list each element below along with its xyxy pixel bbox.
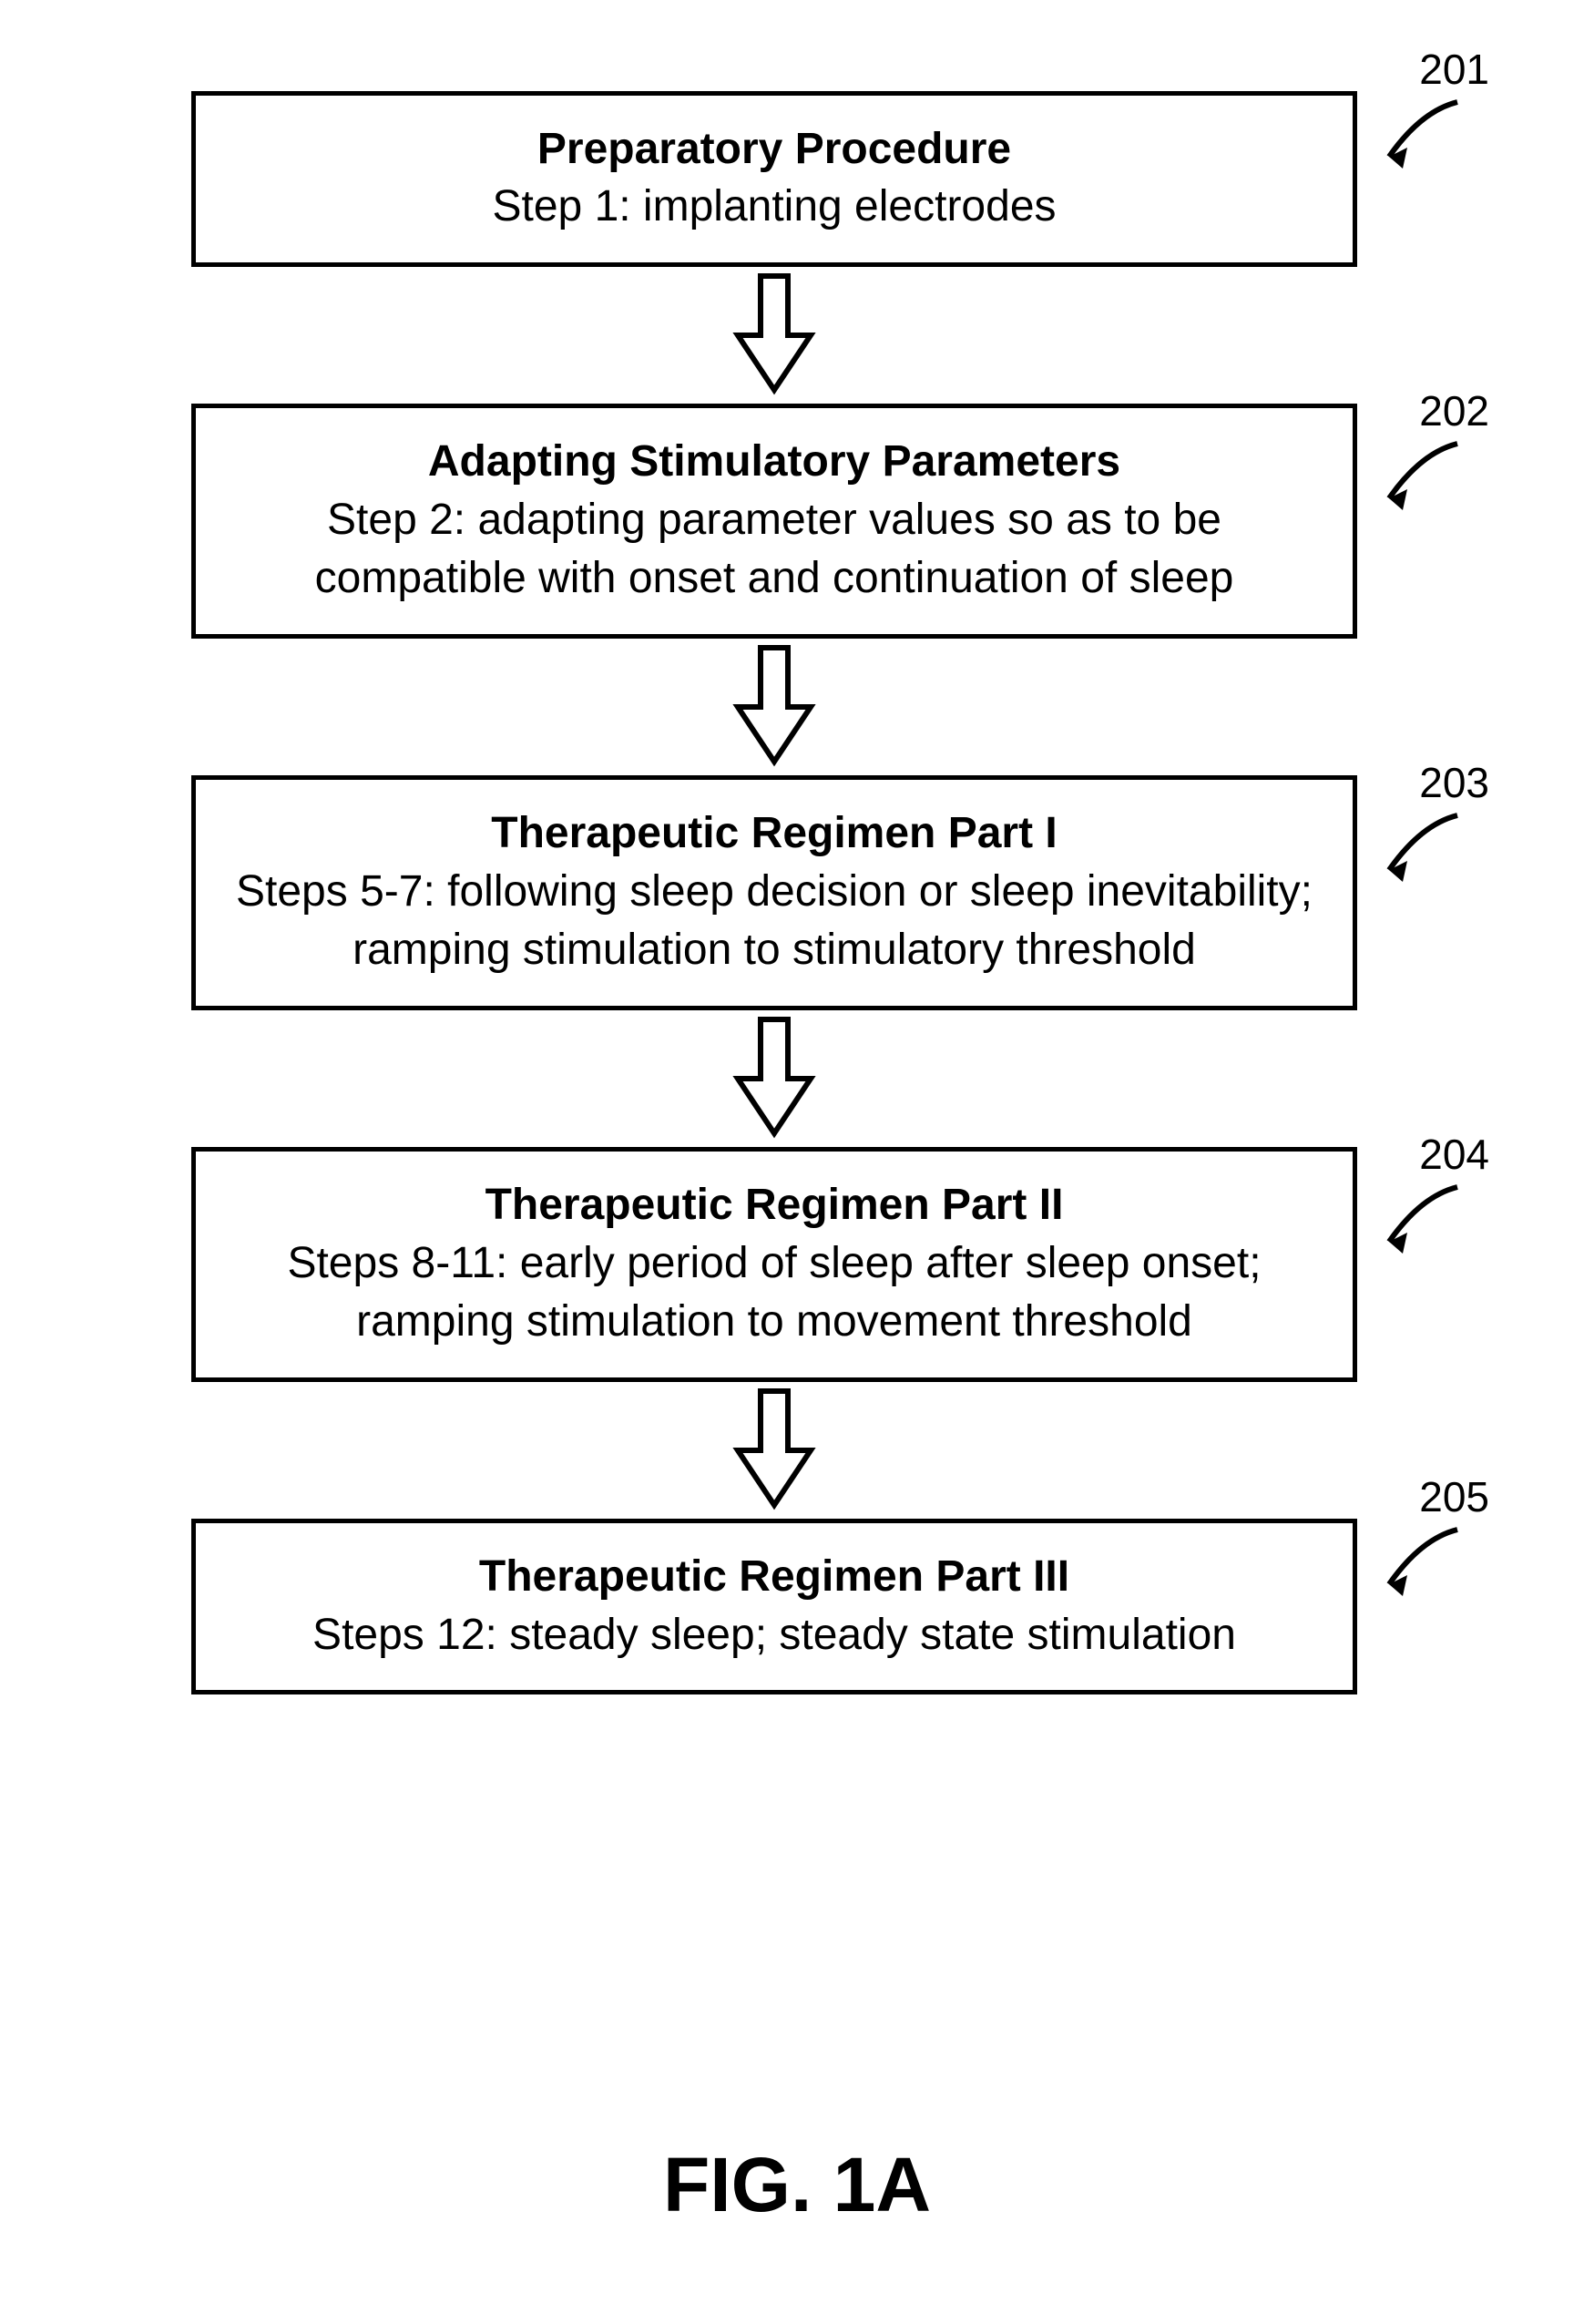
flow-box: Preparatory Procedure Step 1: implanting… [191, 91, 1357, 267]
box-title: Therapeutic Regimen Part II [232, 1177, 1316, 1234]
box-title: Preparatory Procedure [232, 121, 1316, 178]
down-arrow-icon [729, 267, 820, 404]
box-text: Step 2: adapting parameter values so as … [232, 491, 1316, 609]
box-text: Steps 8-11: early period of sleep after … [232, 1234, 1316, 1353]
callout-arrow-icon [1371, 439, 1471, 521]
callout-arrow-icon [1371, 1525, 1471, 1607]
callout-number: 205 [1419, 1472, 1489, 1521]
callout: 203 [1371, 758, 1471, 893]
callout: 202 [1371, 386, 1471, 521]
box-text: Steps 12: steady sleep; steady state sti… [232, 1606, 1316, 1665]
box-title: Therapeutic Regimen Part III [232, 1549, 1316, 1605]
flow-box: Adapting Stimulatory Parameters Step 2: … [191, 404, 1357, 639]
callout-arrow-icon [1371, 811, 1471, 893]
flow-box: Therapeutic Regimen Part II Steps 8-11: … [191, 1147, 1357, 1382]
flow-box: Therapeutic Regimen Part I Steps 5-7: fo… [191, 775, 1357, 1010]
callout-number: 202 [1419, 386, 1489, 435]
figure-label: FIG. 1A [0, 2141, 1594, 2229]
callout-number: 203 [1419, 758, 1489, 807]
flowchart-container: Preparatory Procedure Step 1: implanting… [91, 91, 1457, 1694]
flow-arrow [729, 267, 820, 404]
callout-arrow-icon [1371, 97, 1471, 179]
callout: 205 [1371, 1472, 1471, 1607]
box-title: Therapeutic Regimen Part I [232, 805, 1316, 862]
flow-box: Therapeutic Regimen Part III Steps 12: s… [191, 1519, 1357, 1694]
flow-arrow [729, 1382, 820, 1519]
box-title: Adapting Stimulatory Parameters [232, 434, 1316, 490]
box-text: Steps 5-7: following sleep decision or s… [232, 863, 1316, 981]
callout-number: 204 [1419, 1130, 1489, 1179]
callout: 204 [1371, 1130, 1471, 1264]
flow-arrow [729, 639, 820, 775]
callout: 201 [1371, 45, 1471, 179]
down-arrow-icon [729, 1010, 820, 1147]
callout-arrow-icon [1371, 1182, 1471, 1264]
down-arrow-icon [729, 1382, 820, 1519]
callout-number: 201 [1419, 45, 1489, 94]
flow-arrow [729, 1010, 820, 1147]
box-text: Step 1: implanting electrodes [232, 178, 1316, 237]
down-arrow-icon [729, 639, 820, 775]
